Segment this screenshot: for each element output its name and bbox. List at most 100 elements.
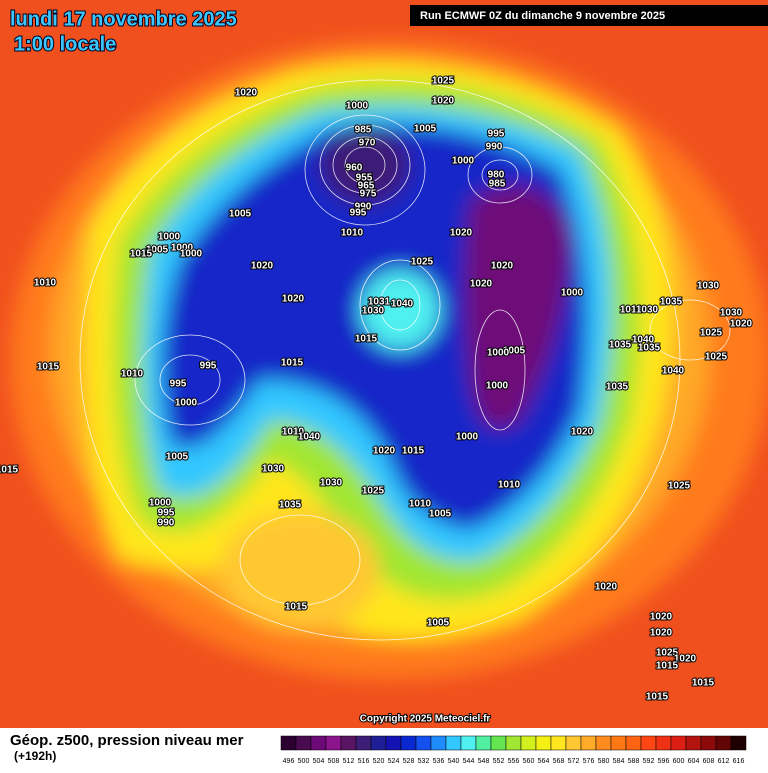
- isobar-label: 1040: [298, 432, 321, 443]
- colorbar-swatch: [385, 735, 402, 751]
- isobar-label: 985: [355, 125, 372, 136]
- colorbar-swatch: [610, 735, 627, 751]
- map-field: [0, 0, 768, 728]
- isobar-label: 1030: [320, 478, 343, 489]
- isobar-label: 1010: [341, 228, 364, 239]
- isobar-label: 1020: [450, 228, 473, 239]
- colorbar-label: 552: [493, 758, 505, 765]
- colorbar-swatch: [445, 735, 462, 751]
- isobar-label: 1015: [281, 358, 304, 369]
- isobar-label: 1040: [662, 366, 685, 377]
- legend-title: Géop. z500, pression niveau mer: [10, 732, 244, 749]
- isobar-label: 1000: [456, 432, 479, 443]
- colorbar-label: 540: [448, 758, 460, 765]
- isobar-label: 1030: [362, 306, 385, 317]
- isobar-label: 990: [486, 142, 503, 153]
- colorbar-swatch: [490, 735, 507, 751]
- colorbar-label: 512: [343, 758, 355, 765]
- isobar-label: 1020: [470, 279, 493, 290]
- isobar-label: 1005: [166, 452, 189, 463]
- isobar-label: 995: [158, 508, 175, 519]
- isobar-label: 1015: [402, 446, 425, 457]
- isobar-label: 1005: [146, 245, 169, 256]
- isobar-label: 1035: [279, 500, 302, 511]
- colorbar-swatch: [475, 735, 492, 751]
- isobar-label: 1010: [620, 305, 643, 316]
- isobar-label: 1020: [251, 261, 274, 272]
- colorbar-label: 516: [358, 758, 370, 765]
- colorbar-label: 572: [568, 758, 580, 765]
- isobar-label: 1000: [486, 381, 509, 392]
- colorbar-label: 524: [388, 758, 400, 765]
- isobar-label: 1005: [429, 509, 452, 520]
- isobar-label: 1025: [656, 648, 679, 659]
- isobar-label: 1010: [121, 369, 144, 380]
- run-label: Run ECMWF 0Z du dimanche 9 novembre 2025: [420, 10, 665, 22]
- isobar-label: 1000: [175, 398, 198, 409]
- isobar-label: 965: [358, 181, 375, 192]
- colorbar-label: 604: [688, 758, 700, 765]
- colorbar-swatch: [340, 735, 357, 751]
- isobar-label: 1020: [674, 654, 697, 665]
- colorbar-label: 520: [373, 758, 385, 765]
- colorbar-swatch: [655, 735, 672, 751]
- isobar-label: 1005: [503, 346, 526, 357]
- isobar-label: 990: [355, 202, 372, 213]
- colorbar-label: 568: [553, 758, 565, 765]
- colorbar-swatch: [640, 735, 657, 751]
- isobar-label: 975: [360, 189, 377, 200]
- isobar-label: 1000: [487, 348, 510, 359]
- isobar-label: 995: [488, 129, 505, 140]
- isobar-label: 1020: [282, 294, 305, 305]
- isobar-label: 1020: [730, 319, 753, 330]
- isobar-label: 1025: [705, 352, 728, 363]
- colorbar-label: 556: [508, 758, 520, 765]
- map-time: 1:00 locale: [14, 33, 116, 55]
- isobar-label: 985: [489, 179, 506, 190]
- colorbar-label: 612: [718, 758, 730, 765]
- isobar-label: 1025: [668, 481, 691, 492]
- isobar-label: 1005: [427, 618, 450, 629]
- colorbar-swatch: [670, 735, 687, 751]
- colorbar-swatch: [325, 735, 342, 751]
- isobar-label: 1010: [34, 278, 57, 289]
- colorbar-label: 544: [463, 758, 475, 765]
- isobar-label: 1020: [595, 582, 618, 593]
- isobar-label: 995: [350, 208, 367, 219]
- colorbar-swatch: [685, 735, 702, 751]
- isobar-label: 995: [170, 379, 187, 390]
- isobar-label: 995: [200, 361, 217, 372]
- colorbar-label: 616: [733, 758, 745, 765]
- colorbar-swatch: [355, 735, 372, 751]
- isobar-label: 1000: [561, 288, 584, 299]
- run-box: [410, 5, 768, 26]
- colorbar-label: 596: [658, 758, 670, 765]
- colorbar-swatch: [370, 735, 387, 751]
- lead-time: (+192h): [14, 749, 56, 763]
- isobar-label: 1005: [229, 209, 252, 220]
- isobar-label: 1020: [373, 446, 396, 457]
- colorbar-swatch: [310, 735, 327, 751]
- colorbar-swatch: [415, 735, 432, 751]
- colorbar-swatch: [595, 735, 612, 751]
- isobar-label: 1020: [432, 96, 455, 107]
- isobar-label: 1020: [650, 612, 673, 623]
- isobar-label: 1035: [638, 343, 661, 354]
- isobar-label: 1015: [692, 678, 715, 689]
- isobar-label: 1040: [391, 299, 414, 310]
- colorbar-label: 532: [418, 758, 430, 765]
- colorbar-label: 508: [328, 758, 340, 765]
- colorbar-label: 588: [628, 758, 640, 765]
- isobar-label: 1030: [720, 308, 743, 319]
- colorbar-swatch: [295, 735, 312, 751]
- colorbar-swatch: [535, 735, 552, 751]
- map-date: lundi 17 novembre 2025: [10, 8, 237, 30]
- isobar-label: 1015: [646, 692, 669, 703]
- colorbar-swatch: [505, 735, 522, 751]
- copyright: Copyright 2025 Meteociel.fr: [360, 714, 491, 725]
- isobar-label: 1035: [606, 382, 629, 393]
- colorbar-label: 576: [583, 758, 595, 765]
- colorbar-swatch: [520, 735, 537, 751]
